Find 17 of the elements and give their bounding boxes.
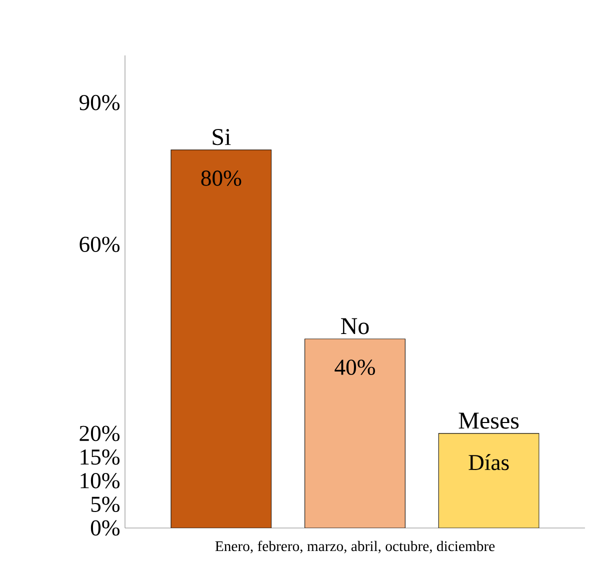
bar (304, 338, 406, 528)
y-tick-label: 20% (80, 426, 120, 442)
y-tick-label: 10% (80, 473, 120, 488)
y-tick-label: 15% (80, 449, 120, 465)
y-tick-label: 0% (90, 520, 120, 536)
bar (438, 433, 540, 528)
series-label: Meses (458, 412, 519, 429)
data-label: Días (468, 454, 509, 470)
series-label: Si (212, 129, 231, 146)
data-label: 40% (334, 360, 375, 375)
y-tick-label: 5% (91, 496, 120, 512)
y-tick-label: 60% (80, 236, 120, 252)
x-tick-label: Enero, febrero, marzo, abril, octubre, diciembre (215, 540, 495, 554)
bar (170, 150, 272, 528)
y-tick-label: 90% (79, 94, 120, 110)
data-label: 80% (201, 170, 242, 186)
series-label: No (341, 318, 369, 334)
